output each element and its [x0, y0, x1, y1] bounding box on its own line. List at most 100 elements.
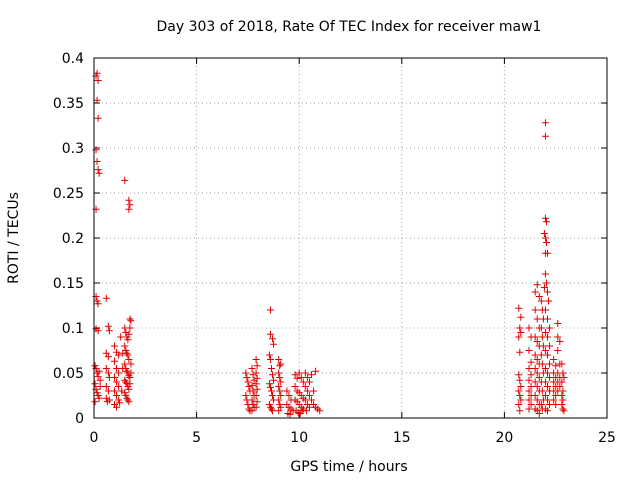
- data-point: [537, 297, 545, 305]
- data-point: [305, 392, 313, 399]
- data-point: [531, 365, 539, 372]
- data-point: [270, 376, 278, 384]
- data-point: [94, 373, 102, 381]
- data-point: [117, 333, 125, 341]
- x-tick-label: 15: [393, 430, 411, 446]
- data-point: [554, 333, 562, 341]
- data-point: [301, 396, 309, 404]
- data-point: [122, 378, 130, 386]
- data-point: [515, 401, 523, 408]
- data-point: [277, 378, 285, 386]
- data-point: [541, 306, 549, 314]
- data-point: [94, 300, 102, 308]
- data-point: [123, 394, 131, 402]
- y-tick-label: 0.4: [62, 51, 84, 67]
- x-tick-label: 10: [290, 430, 308, 446]
- data-point: [527, 401, 535, 408]
- data-point: [533, 396, 541, 404]
- data-point: [113, 365, 121, 372]
- data-point: [94, 327, 102, 335]
- data-point: [535, 374, 543, 381]
- data-point: [104, 322, 112, 330]
- data-point: [543, 288, 551, 296]
- data-point: [558, 360, 566, 368]
- data-point: [126, 380, 134, 388]
- data-point: [124, 336, 132, 344]
- data-point: [124, 351, 132, 359]
- data-point: [93, 158, 101, 165]
- data-point: [558, 401, 566, 408]
- data-point: [96, 383, 104, 390]
- data-point: [124, 396, 132, 404]
- data-point: [540, 230, 548, 237]
- data-point: [559, 396, 567, 404]
- data-point: [95, 169, 103, 177]
- data-point: [525, 405, 533, 413]
- data-point: [267, 405, 275, 413]
- data-point: [556, 383, 564, 390]
- data-point: [121, 360, 129, 368]
- data-point: [266, 306, 274, 314]
- data-point: [91, 398, 99, 406]
- data-point: [252, 392, 260, 399]
- data-point: [527, 358, 535, 366]
- data-point: [552, 392, 560, 399]
- chart-title: Day 303 of 2018, Rate Of TEC Index for r…: [157, 19, 542, 35]
- data-point: [546, 374, 554, 381]
- data-point: [249, 387, 257, 395]
- data-point: [559, 387, 567, 395]
- data-point: [121, 342, 129, 350]
- y-tick-label: 0.2: [62, 231, 84, 247]
- data-point: [302, 407, 310, 415]
- data-point: [267, 365, 275, 372]
- data-point: [515, 333, 523, 341]
- y-tick-label: 0: [75, 411, 84, 427]
- data-point: [533, 338, 541, 345]
- data-point: [127, 360, 135, 368]
- data-point: [252, 380, 260, 388]
- data-point: [546, 360, 554, 368]
- data-point: [269, 392, 277, 399]
- data-point: [125, 330, 133, 338]
- data-point: [531, 351, 539, 359]
- data-point: [543, 351, 551, 359]
- data-point: [305, 378, 313, 386]
- data-point: [533, 281, 541, 289]
- data-point: [121, 176, 129, 184]
- data-point: [116, 399, 124, 407]
- data-point: [538, 360, 546, 368]
- data-point: [123, 367, 131, 375]
- data-point: [96, 376, 104, 384]
- data-point: [242, 392, 250, 399]
- data-point: [515, 304, 523, 312]
- data-point: [516, 348, 524, 356]
- data-point: [531, 378, 539, 386]
- data-point: [248, 396, 256, 404]
- data-point: [541, 347, 549, 354]
- y-tick-label: 0.25: [53, 186, 84, 202]
- data-point: [252, 403, 260, 411]
- data-point: [122, 329, 130, 336]
- data-point: [126, 315, 134, 323]
- data-point: [537, 401, 545, 408]
- data-point: [546, 342, 554, 350]
- data-point: [127, 317, 135, 325]
- x-tick-label: 5: [192, 430, 201, 446]
- data-point: [276, 374, 284, 381]
- data-point: [531, 288, 539, 296]
- data-point: [541, 119, 549, 127]
- data-point: [543, 249, 551, 257]
- data-point: [276, 387, 284, 395]
- data-point: [525, 387, 533, 395]
- data-point: [277, 403, 285, 411]
- data-point: [546, 401, 554, 408]
- data-point: [541, 270, 549, 278]
- data-point: [541, 329, 549, 336]
- data-points: [91, 69, 568, 418]
- data-point: [543, 383, 551, 390]
- data-point: [248, 382, 256, 390]
- data-point: [125, 398, 133, 406]
- data-point: [516, 407, 524, 415]
- data-point: [95, 367, 103, 375]
- data-point: [295, 369, 303, 377]
